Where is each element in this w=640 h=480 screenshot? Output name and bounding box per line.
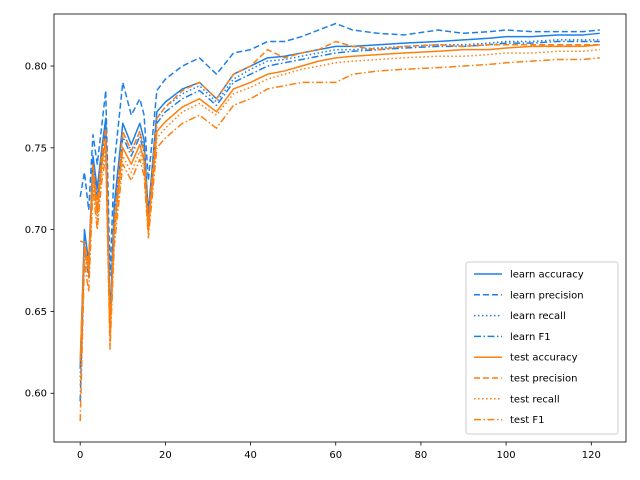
- legend-label-1: learn precision: [510, 290, 584, 301]
- x-tick-label: 100: [497, 450, 516, 461]
- series-line-7: [79, 57, 600, 422]
- series-line-1: [79, 22, 600, 277]
- legend: learn accuracy learn precision learn recal…: [465, 261, 619, 435]
- legend-label-0: learn accuracy: [510, 270, 584, 281]
- x-tick-label: 0: [77, 450, 83, 461]
- legend-label-5: test precision: [510, 374, 578, 385]
- legend-label-2: learn recall: [510, 311, 566, 322]
- legend-label-6: test recall: [510, 394, 560, 405]
- x-tick-label: 20: [159, 450, 172, 461]
- y-tick-label: 0.60: [25, 389, 47, 400]
- legend-label-3: learn F1: [510, 332, 551, 343]
- plot-frame: [53, 13, 627, 443]
- x-tick-label: 60: [329, 450, 342, 461]
- y-tick-label: 0.70: [25, 225, 47, 236]
- series-line-6: [79, 48, 600, 386]
- y-tick-label: 0.65: [25, 307, 47, 318]
- legend-box: [465, 261, 619, 435]
- y-tick-label: 0.80: [25, 62, 47, 73]
- plot-lines: [79, 22, 600, 422]
- y-tick-label: 0.75: [25, 143, 47, 154]
- legend-label-7: test F1: [510, 415, 545, 426]
- series-line-5: [79, 40, 600, 329]
- x-tick-label: 40: [244, 450, 257, 461]
- y-axis-ticks: 0.60 0.65 0.70 0.75 0.80: [25, 62, 54, 400]
- x-tick-label: 80: [415, 450, 428, 461]
- x-tick-label: 120: [582, 450, 601, 461]
- x-axis-ticks: 0 20 40 60 80 100 120: [77, 442, 601, 461]
- legend-label-4: test accuracy: [510, 353, 578, 364]
